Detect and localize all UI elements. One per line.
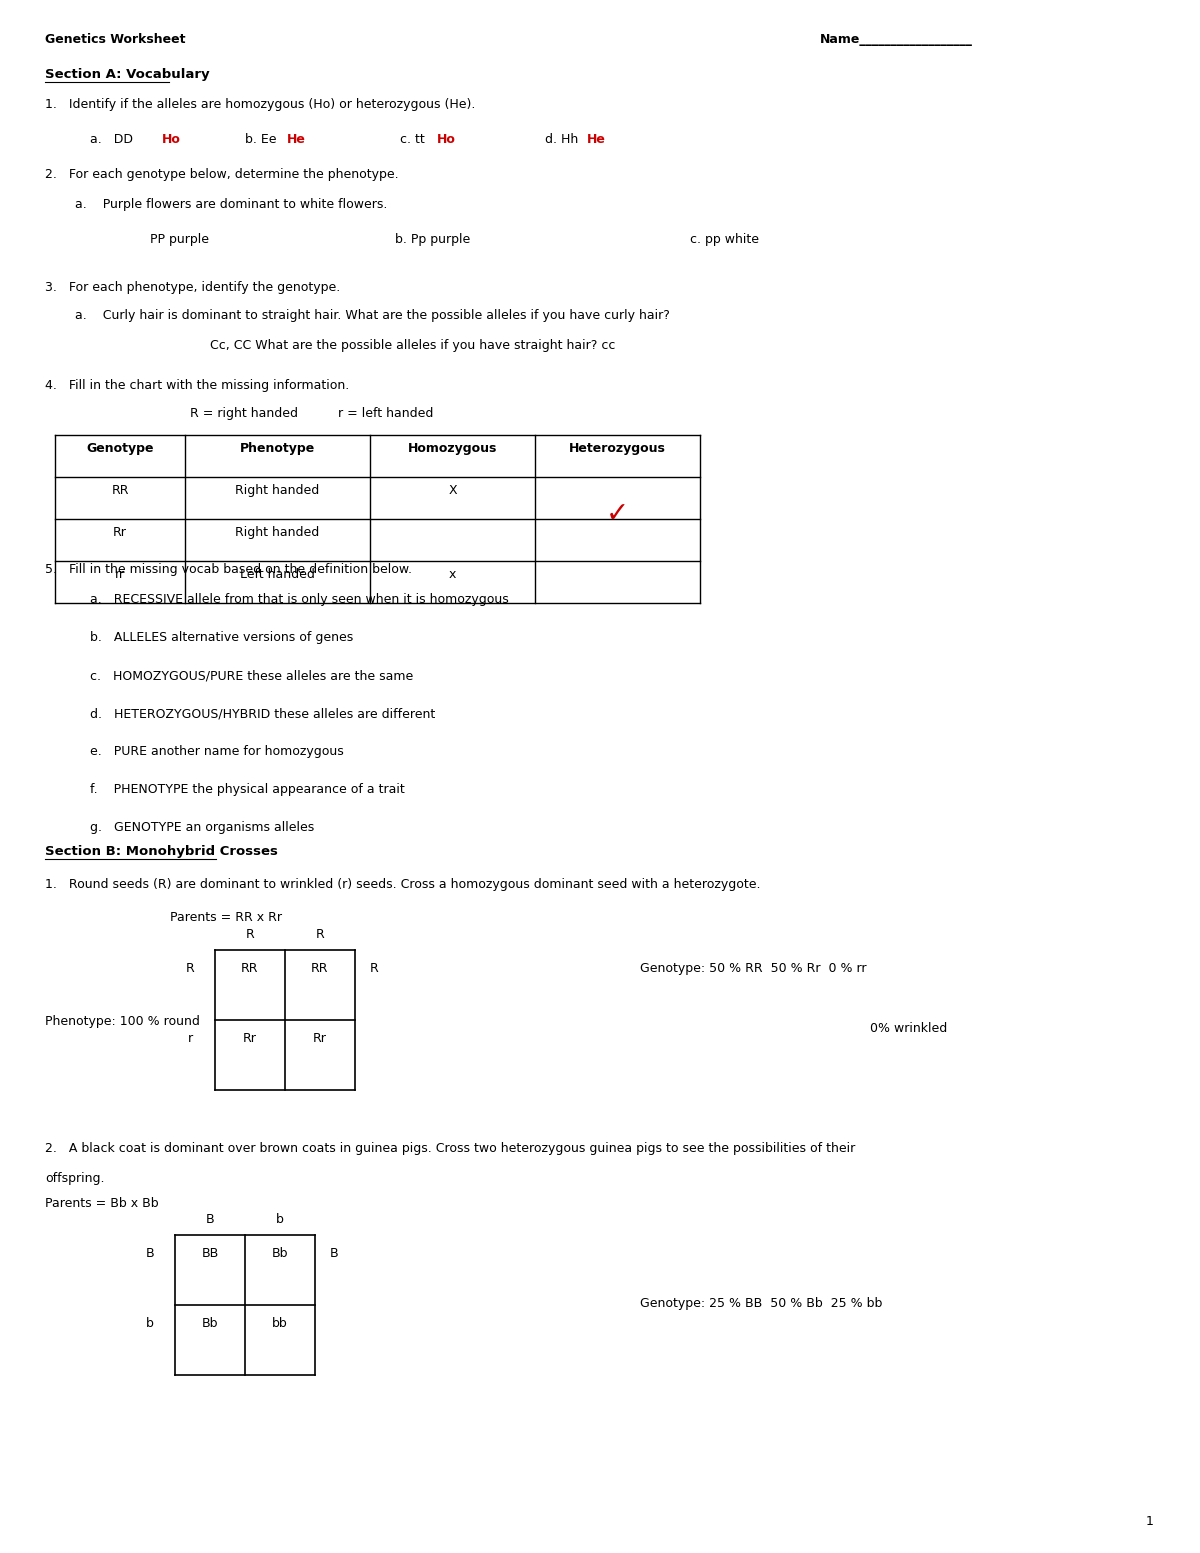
Text: Genotype: Genotype: [86, 443, 154, 455]
Text: a.    Purple flowers are dominant to white flowers.: a. Purple flowers are dominant to white …: [74, 197, 388, 211]
Text: d. Hh: d. Hh: [545, 134, 582, 146]
Text: Ho: Ho: [437, 134, 456, 146]
Text: Rr: Rr: [313, 1033, 326, 1045]
Text: R = right handed          r = left handed: R = right handed r = left handed: [190, 407, 433, 419]
Text: R: R: [186, 961, 194, 975]
Text: g.   GENOTYPE an organisms alleles: g. GENOTYPE an organisms alleles: [90, 822, 314, 834]
Text: 1.   Round seeds (R) are dominant to wrinkled (r) seeds. Cross a homozygous domi: 1. Round seeds (R) are dominant to wrink…: [46, 877, 761, 891]
Text: Parents = Bb x Bb: Parents = Bb x Bb: [46, 1197, 158, 1210]
Text: Genotype: 50 % RR  50 % Rr  0 % rr: Genotype: 50 % RR 50 % Rr 0 % rr: [640, 961, 866, 975]
Text: c.   HOMOZYGOUS/PURE these alleles are the same: c. HOMOZYGOUS/PURE these alleles are the…: [90, 669, 413, 682]
Text: 4.   Fill in the chart with the missing information.: 4. Fill in the chart with the missing in…: [46, 379, 349, 391]
Text: He: He: [287, 134, 306, 146]
Text: 2.   A black coat is dominant over brown coats in guinea pigs. Cross two heteroz: 2. A black coat is dominant over brown c…: [46, 1141, 856, 1155]
Text: offspring.: offspring.: [46, 1173, 104, 1185]
Text: Phenotype: 100 % round: Phenotype: 100 % round: [46, 1016, 200, 1028]
Text: 0% wrinkled: 0% wrinkled: [870, 1022, 947, 1034]
Text: a.    Curly hair is dominant to straight hair. What are the possible alleles if : a. Curly hair is dominant to straight ha…: [74, 309, 670, 321]
Text: 3.   For each phenotype, identify the genotype.: 3. For each phenotype, identify the geno…: [46, 281, 341, 294]
Text: b.   ALLELES alternative versions of genes: b. ALLELES alternative versions of genes: [90, 631, 353, 644]
Text: 2.   For each genotype below, determine the phenotype.: 2. For each genotype below, determine th…: [46, 168, 398, 182]
Text: b. Ee: b. Ee: [245, 134, 276, 146]
Text: R: R: [316, 929, 324, 941]
Text: Genetics Worksheet: Genetics Worksheet: [46, 33, 186, 47]
Text: RR: RR: [112, 485, 128, 497]
Text: r: r: [187, 1033, 192, 1045]
Text: He: He: [587, 134, 606, 146]
Text: Right handed: Right handed: [235, 485, 319, 497]
Text: B: B: [145, 1247, 155, 1259]
Text: d.   HETEROZYGOUS/HYBRID these alleles are different: d. HETEROZYGOUS/HYBRID these alleles are…: [90, 707, 436, 721]
Text: b: b: [146, 1317, 154, 1329]
Text: 5.   Fill in the missing vocab based on the definition below.: 5. Fill in the missing vocab based on th…: [46, 564, 412, 576]
Text: ✓: ✓: [606, 500, 629, 528]
Text: R: R: [370, 961, 379, 975]
Text: Parents = RR x Rr: Parents = RR x Rr: [170, 912, 282, 924]
Text: Right handed: Right handed: [235, 526, 319, 539]
Text: Ho: Ho: [162, 134, 181, 146]
Text: Heterozygous: Heterozygous: [569, 443, 666, 455]
Text: b. Pp purple: b. Pp purple: [395, 233, 470, 245]
Text: B: B: [205, 1213, 215, 1225]
Text: Section B: Monohybrid Crosses: Section B: Monohybrid Crosses: [46, 845, 278, 857]
Text: Homozygous: Homozygous: [408, 443, 497, 455]
Text: a.   RECESSIVE allele from that is only seen when it is homozygous: a. RECESSIVE allele from that is only se…: [90, 593, 509, 606]
Text: R: R: [246, 929, 254, 941]
Text: Bb: Bb: [202, 1317, 218, 1329]
Text: Rr: Rr: [113, 526, 127, 539]
Text: x: x: [449, 568, 456, 581]
Text: BB: BB: [202, 1247, 218, 1259]
Text: rr: rr: [115, 568, 125, 581]
Text: Left handed: Left handed: [240, 568, 314, 581]
Text: Cc, CC What are the possible alleles if you have straight hair? cc: Cc, CC What are the possible alleles if …: [210, 339, 616, 353]
Text: 1: 1: [1146, 1516, 1154, 1528]
Text: Genotype: 25 % BB  50 % Bb  25 % bb: Genotype: 25 % BB 50 % Bb 25 % bb: [640, 1297, 882, 1311]
Text: PP purple: PP purple: [150, 233, 209, 245]
Text: X: X: [448, 485, 457, 497]
Text: RR: RR: [241, 961, 259, 975]
Text: Section A: Vocabulary: Section A: Vocabulary: [46, 68, 210, 81]
Text: c. tt: c. tt: [400, 134, 428, 146]
Text: f.    PHENOTYPE the physical appearance of a trait: f. PHENOTYPE the physical appearance of …: [90, 783, 404, 797]
Text: a.   DD: a. DD: [90, 134, 137, 146]
Text: b: b: [276, 1213, 284, 1225]
Text: 1.   Identify if the alleles are homozygous (Ho) or heterozygous (He).: 1. Identify if the alleles are homozygou…: [46, 98, 475, 110]
Text: Rr: Rr: [244, 1033, 257, 1045]
Text: Phenotype: Phenotype: [240, 443, 316, 455]
Text: bb: bb: [272, 1317, 288, 1329]
Text: B: B: [330, 1247, 338, 1259]
Text: RR: RR: [311, 961, 329, 975]
Text: Name__________________: Name__________________: [820, 33, 973, 47]
Text: e.   PURE another name for homozygous: e. PURE another name for homozygous: [90, 745, 343, 758]
Text: Bb: Bb: [271, 1247, 288, 1259]
Text: c. pp white: c. pp white: [690, 233, 760, 245]
